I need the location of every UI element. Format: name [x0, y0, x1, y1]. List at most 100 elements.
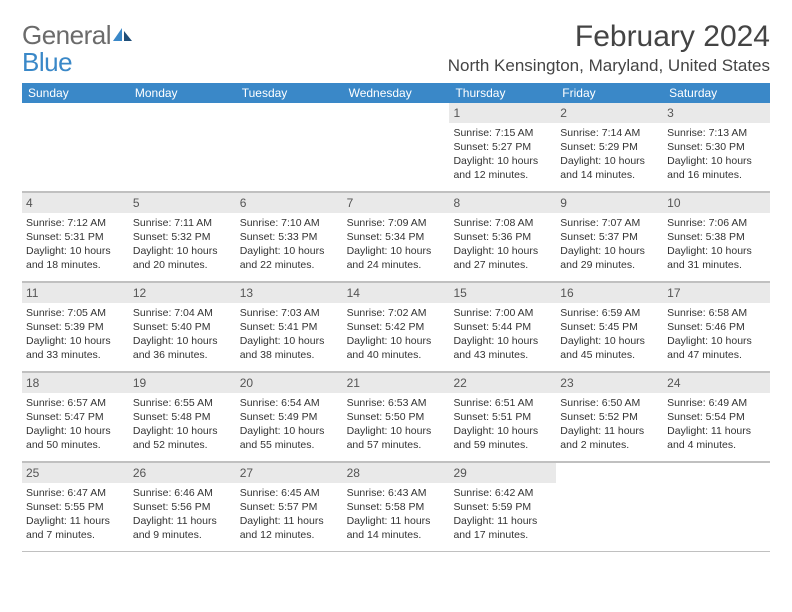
day-info-line: Sunrise: 6:50 AM: [560, 396, 659, 410]
logo-text-gray: General: [22, 20, 111, 50]
day-info-line: Sunset: 5:44 PM: [453, 320, 552, 334]
day-number: 24: [663, 373, 770, 393]
calendar-day-cell: 17Sunrise: 6:58 AMSunset: 5:46 PMDayligh…: [663, 283, 770, 371]
weekday-header: Thursday: [449, 83, 556, 103]
calendar-day-cell: 14Sunrise: 7:02 AMSunset: 5:42 PMDayligh…: [343, 283, 450, 371]
day-info-line: Daylight: 10 hours and 20 minutes.: [133, 244, 232, 272]
day-info-line: Daylight: 10 hours and 40 minutes.: [347, 334, 446, 362]
calendar-day-cell: 29Sunrise: 6:42 AMSunset: 5:59 PMDayligh…: [449, 463, 556, 551]
day-info-line: Sunrise: 6:46 AM: [133, 486, 232, 500]
day-info-line: Sunrise: 7:06 AM: [667, 216, 766, 230]
location-text: North Kensington, Maryland, United State…: [448, 56, 770, 76]
weekday-header-row: Sunday Monday Tuesday Wednesday Thursday…: [22, 83, 770, 103]
weekday-header: Tuesday: [236, 83, 343, 103]
day-info-line: Sunset: 5:31 PM: [26, 230, 125, 244]
calendar-day-cell: 16Sunrise: 6:59 AMSunset: 5:45 PMDayligh…: [556, 283, 663, 371]
calendar-week-row: 1Sunrise: 7:15 AMSunset: 5:27 PMDaylight…: [22, 103, 770, 192]
day-info-line: Sunset: 5:54 PM: [667, 410, 766, 424]
day-info-line: Daylight: 10 hours and 29 minutes.: [560, 244, 659, 272]
day-info-line: Daylight: 11 hours and 2 minutes.: [560, 424, 659, 452]
day-info-line: Sunset: 5:38 PM: [667, 230, 766, 244]
day-info-line: Daylight: 10 hours and 18 minutes.: [26, 244, 125, 272]
day-number: 8: [449, 193, 556, 213]
day-info-line: Daylight: 10 hours and 59 minutes.: [453, 424, 552, 452]
day-info-line: Sunset: 5:33 PM: [240, 230, 339, 244]
calendar-week-row: 11Sunrise: 7:05 AMSunset: 5:39 PMDayligh…: [22, 282, 770, 372]
day-info-line: Sunrise: 7:14 AM: [560, 126, 659, 140]
calendar-day-cell: 22Sunrise: 6:51 AMSunset: 5:51 PMDayligh…: [449, 373, 556, 461]
calendar-day-cell: 21Sunrise: 6:53 AMSunset: 5:50 PMDayligh…: [343, 373, 450, 461]
logo-sail-icon: [113, 22, 135, 49]
day-number: 11: [22, 283, 129, 303]
weekday-header: Monday: [129, 83, 236, 103]
day-info-line: Daylight: 10 hours and 12 minutes.: [453, 154, 552, 182]
day-info-line: Sunset: 5:47 PM: [26, 410, 125, 424]
day-number: 16: [556, 283, 663, 303]
day-info-line: Daylight: 10 hours and 47 minutes.: [667, 334, 766, 362]
calendar-day-cell: [343, 103, 450, 191]
weekday-header: Friday: [556, 83, 663, 103]
day-info-line: Daylight: 10 hours and 43 minutes.: [453, 334, 552, 362]
calendar-day-cell: 23Sunrise: 6:50 AMSunset: 5:52 PMDayligh…: [556, 373, 663, 461]
day-info-line: Sunset: 5:50 PM: [347, 410, 446, 424]
calendar-day-cell: 28 Sunrise: 6:43 AMSunset: 5:58 PMDayligh…: [343, 463, 450, 551]
day-info-line: Sunset: 5:40 PM: [133, 320, 232, 334]
calendar-page: GeneralBlue February 2024 North Kensingt…: [0, 0, 792, 572]
day-number: 3: [663, 103, 770, 123]
calendar-day-cell: 12Sunrise: 7:04 AMSunset: 5:40 PMDayligh…: [129, 283, 236, 371]
day-info-line: Sunrise: 6:47 AM: [26, 486, 125, 500]
day-info-line: Sunset: 5:30 PM: [667, 140, 766, 154]
day-number: 20: [236, 373, 343, 393]
calendar-day-cell: 20Sunrise: 6:54 AMSunset: 5:49 PMDayligh…: [236, 373, 343, 461]
day-number: 17: [663, 283, 770, 303]
day-number: 19: [129, 373, 236, 393]
day-number: 14: [343, 283, 450, 303]
day-number: 13: [236, 283, 343, 303]
day-number: 10: [663, 193, 770, 213]
day-number: 28: [343, 463, 450, 483]
day-info-line: Sunset: 5:45 PM: [560, 320, 659, 334]
day-info-line: Sunrise: 7:10 AM: [240, 216, 339, 230]
day-number: 22: [449, 373, 556, 393]
day-info-line: Daylight: 10 hours and 14 minutes.: [560, 154, 659, 182]
calendar-week-row: 18Sunrise: 6:57 AMSunset: 5:47 PMDayligh…: [22, 372, 770, 462]
day-info-line: Sunset: 5:58 PM: [347, 500, 446, 514]
calendar-day-cell: 26Sunrise: 6:46 AMSunset: 5:56 PMDayligh…: [129, 463, 236, 551]
day-info-line: Sunset: 5:46 PM: [667, 320, 766, 334]
day-info-line: Daylight: 10 hours and 16 minutes.: [667, 154, 766, 182]
calendar-day-cell: 24Sunrise: 6:49 AMSunset: 5:54 PMDayligh…: [663, 373, 770, 461]
day-info-line: Sunset: 5:41 PM: [240, 320, 339, 334]
day-number: 1: [449, 103, 556, 123]
day-info-line: Sunrise: 6:53 AM: [347, 396, 446, 410]
day-info-line: Daylight: 11 hours and 9 minutes.: [133, 514, 232, 542]
day-info-line: Sunset: 5:48 PM: [133, 410, 232, 424]
calendar-day-cell: 4Sunrise: 7:12 AMSunset: 5:31 PMDaylight…: [22, 193, 129, 281]
calendar-day-cell: [129, 103, 236, 191]
calendar-day-cell: 3Sunrise: 7:13 AMSunset: 5:30 PMDaylight…: [663, 103, 770, 191]
calendar-day-cell: 7Sunrise: 7:09 AMSunset: 5:34 PMDaylight…: [343, 193, 450, 281]
day-info-line: Sunrise: 7:15 AM: [453, 126, 552, 140]
day-info-line: Sunrise: 7:00 AM: [453, 306, 552, 320]
day-info-line: Sunset: 5:29 PM: [560, 140, 659, 154]
day-info-line: Daylight: 10 hours and 33 minutes.: [26, 334, 125, 362]
day-number: [22, 103, 129, 123]
calendar-day-cell: [236, 103, 343, 191]
day-number: [663, 463, 770, 483]
day-info-line: Daylight: 10 hours and 38 minutes.: [240, 334, 339, 362]
day-number: 27: [236, 463, 343, 483]
day-info-line: Sunset: 5:36 PM: [453, 230, 552, 244]
day-info-line: Daylight: 10 hours and 27 minutes.: [453, 244, 552, 272]
day-info-line: Sunrise: 6:55 AM: [133, 396, 232, 410]
calendar-day-cell: 27Sunrise: 6:45 AMSunset: 5:57 PMDayligh…: [236, 463, 343, 551]
calendar-day-cell: 8Sunrise: 7:08 AMSunset: 5:36 PMDaylight…: [449, 193, 556, 281]
day-info-line: Sunset: 5:49 PM: [240, 410, 339, 424]
calendar-grid: Sunday Monday Tuesday Wednesday Thursday…: [22, 83, 770, 552]
calendar-day-cell: 15Sunrise: 7:00 AMSunset: 5:44 PMDayligh…: [449, 283, 556, 371]
day-info-line: Sunrise: 7:12 AM: [26, 216, 125, 230]
day-number: [343, 103, 450, 123]
day-info-line: Sunrise: 6:43 AM: [347, 486, 446, 500]
day-info-line: Daylight: 11 hours and 4 minutes.: [667, 424, 766, 452]
day-info-line: Daylight: 11 hours and 14 minutes.: [347, 514, 446, 542]
logo-text-blue: Blue: [22, 47, 72, 77]
day-number: [129, 103, 236, 123]
